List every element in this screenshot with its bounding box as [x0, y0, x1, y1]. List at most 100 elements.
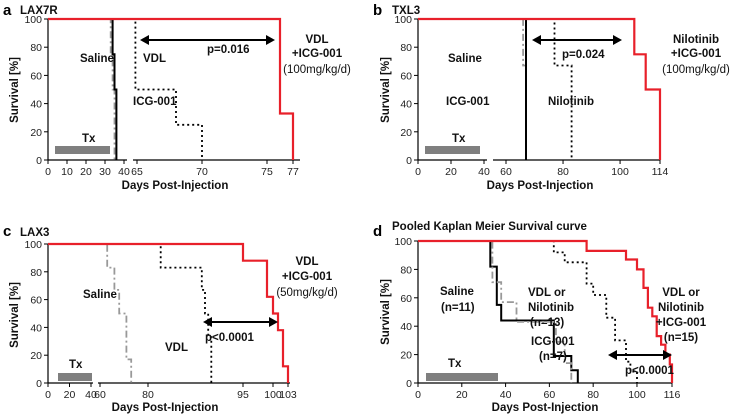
- panel-a-curve-label: (100mg/kg/d): [283, 64, 351, 76]
- panel-b-x-tick-label: 40: [478, 166, 490, 178]
- panel-b-title: TXL3: [392, 5, 420, 17]
- panel-b-x-tick-label: 114: [652, 166, 669, 178]
- panel-a-title: LAX7R: [20, 5, 58, 17]
- panel-a-x-tick-label: 70: [196, 166, 208, 178]
- panel-d-curve-label: (n=13): [530, 317, 564, 329]
- panel-a-y-tick-label: 0: [36, 155, 42, 167]
- panel-a-tx-label: Tx: [82, 133, 96, 145]
- panel-c-x-tick-label: 60: [94, 389, 106, 401]
- panel-b-series-icg-001: [418, 18, 527, 160]
- panel-c-curve-label: (50mg/kg/d): [276, 287, 338, 299]
- panel-c-x-tick-label: 103: [279, 389, 297, 401]
- panel-b-curve-label: Nilotinib: [673, 34, 719, 46]
- panel-d-curve-label: (n=15): [664, 332, 698, 344]
- panel-d-letter: d: [373, 223, 382, 240]
- panel-a-x-tick-label: 0: [45, 166, 51, 178]
- panel-d-y-tick-label: 40: [400, 321, 412, 333]
- panel-a-tx-bar: [55, 146, 110, 154]
- panel-c-axis-break: [93, 379, 98, 387]
- panel-d-curve-label: ICG-001: [531, 336, 575, 348]
- panel-b-y-tick-label: 40: [400, 99, 412, 111]
- panel-d: d Pooled Kaplan Meier Survival curve 0 20 40…: [373, 221, 707, 414]
- panel-d-arrowhead-left: [608, 350, 617, 360]
- panel-a-x-tick-label: 20: [80, 166, 92, 178]
- panel-b-y-tick-label: 60: [400, 70, 412, 82]
- panel-b-curve-label: ICG-001: [446, 96, 490, 108]
- panel-c-series-saline: [48, 243, 133, 383]
- panel-a-y-tick-label: 40: [30, 99, 42, 111]
- panel-a-x-tick-label: 75: [261, 166, 273, 178]
- panel-c-curve-label: Saline: [83, 289, 117, 301]
- panel-d-x-tick-label: 100: [628, 389, 646, 401]
- panel-d-x-axis-label: Days Post-Injection: [492, 402, 599, 414]
- panel-a-y-tick-label: 80: [30, 42, 42, 54]
- panel-a-arrowhead-left: [140, 35, 149, 45]
- panel-d-x-tick-label: 20: [456, 389, 468, 401]
- panel-c-x-tick-label: 20: [64, 389, 76, 401]
- panel-a-curve-label: +ICG-001: [292, 48, 343, 60]
- panel-b-x-axis-label: Days Post-Injection: [487, 180, 594, 192]
- panel-c-arrowhead-left: [203, 317, 212, 327]
- panel-d-series-saline: [418, 240, 579, 383]
- panel-c-x-tick-label: 100: [264, 389, 282, 401]
- panel-a-x-tick-label: 40: [118, 166, 130, 178]
- panel-d-curve-label: (n=7): [539, 351, 567, 363]
- panel-b-x-tick-label: 100: [611, 166, 629, 178]
- panel-a-curve-label: Saline: [80, 53, 114, 65]
- panel-d-curve-label: +ICG-001: [656, 317, 707, 329]
- panel-b-series-saline: [418, 18, 527, 160]
- panel-d-y-tick-label: 0: [406, 378, 412, 390]
- panel-c-tx-bar: [58, 373, 92, 381]
- panel-d-curve-label: Saline: [440, 286, 474, 298]
- panel-a-letter: a: [3, 2, 12, 19]
- panel-c-tx-label: Tx: [69, 359, 83, 371]
- panel-c-x-axis-label: Days Post-Injection: [112, 402, 219, 414]
- panel-b-arrowhead-right: [613, 35, 622, 45]
- panel-d-y-tick-label: 80: [400, 264, 412, 276]
- panel-b-letter: b: [373, 2, 382, 19]
- panel-a-pvalue: p=0.016: [207, 44, 250, 56]
- panel-c-curve-label: +ICG-001: [282, 271, 333, 283]
- panel-b-pvalue: p=0.024: [562, 49, 605, 61]
- panel-d-x-tick-label: 80: [587, 389, 599, 401]
- panel-d-x-tick-label: 60: [544, 389, 556, 401]
- panel-d-pvalue: p<0.0001: [625, 365, 675, 377]
- panel-a-y-tick-label: 20: [30, 127, 42, 139]
- panel-b-axis-break: [487, 156, 493, 164]
- panel-b: b TXL3 0 20 40 60 80 100 0 20 40 60 80 100 114 Days Pos…: [373, 2, 730, 192]
- panel-a-y-tick-label: 60: [30, 70, 42, 82]
- panel-b-tx-label: Tx: [452, 133, 466, 145]
- panel-c-y-tick-label: 20: [30, 350, 42, 362]
- panel-b-arrowhead-left: [532, 35, 541, 45]
- panel-a-curve-label: VDL: [306, 34, 329, 46]
- panel-a-x-tick-label: 65: [131, 166, 143, 178]
- panel-d-y-tick-label: 100: [394, 236, 412, 248]
- panel-c-y-tick-label: 100: [24, 239, 42, 251]
- panel-b-curve-label: +ICG-001: [671, 48, 722, 60]
- panel-c-title: LAX3: [20, 227, 49, 239]
- panel-b-x-tick-label: 60: [500, 166, 512, 178]
- panel-b-y-tick-label: 100: [394, 14, 412, 26]
- panel-b-y-axis-label: Survival [%]: [380, 57, 392, 123]
- panel-d-curve-label: (n=11): [441, 302, 475, 314]
- panel-c-series-combo: [48, 242, 290, 383]
- panel-d-curve-label: Nilotinib: [658, 302, 704, 314]
- panel-a-x-tick-label: 77: [287, 166, 299, 178]
- panel-b-series-combo: [418, 17, 662, 160]
- panel-d-y-tick-label: 60: [400, 293, 412, 305]
- panel-b-y-tick-label: 20: [400, 127, 412, 139]
- panel-c-x-tick-label: 95: [237, 389, 249, 401]
- panel-d-x-tick-label: 0: [415, 389, 421, 401]
- panel-d-x-tick-label: 40: [500, 389, 512, 401]
- panel-b-curve-label: (100mg/kg/d): [662, 64, 730, 76]
- panel-c-x-tick-label: 40: [85, 389, 97, 401]
- panel-d-arrowhead-right: [663, 350, 672, 360]
- panel-d-y-tick-label: 20: [400, 350, 412, 362]
- panel-c-pvalue: p<0.0001: [205, 332, 255, 344]
- panel-d-title: Pooled Kaplan Meier Survival curve: [392, 221, 587, 233]
- panel-b-curve-label: Nilotinib: [548, 96, 594, 108]
- panel-c-letter: c: [3, 223, 11, 240]
- panel-d-x-tick-label: 116: [664, 389, 681, 401]
